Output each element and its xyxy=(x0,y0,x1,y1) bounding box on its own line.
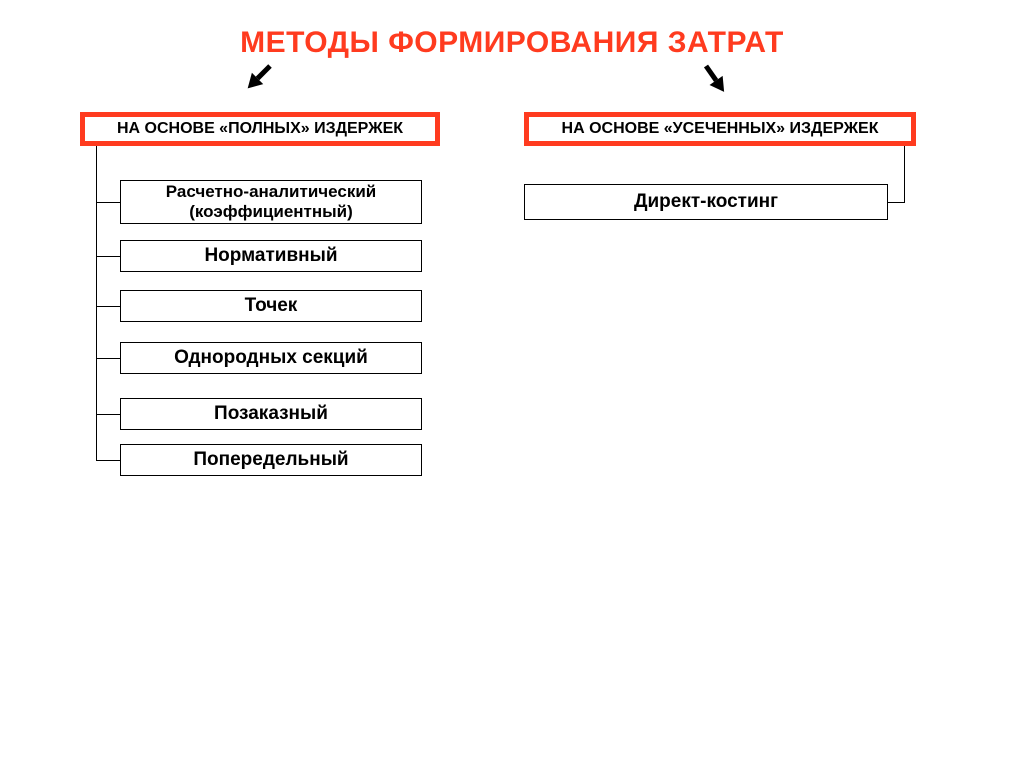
child-label: Нормативный xyxy=(204,245,337,267)
tree-connector xyxy=(96,414,120,415)
child-label: Попередельный xyxy=(193,449,348,471)
left-child-box: Однородных секций xyxy=(120,342,422,374)
title-text: МЕТОДЫ ФОРМИРОВАНИЯ ЗАТРАТ xyxy=(240,26,784,59)
arrow-down-icon xyxy=(682,62,730,110)
left-child-box: Расчетно-аналитический (коэффициентный) xyxy=(120,180,422,224)
tree-connector xyxy=(96,146,97,461)
child-label: Директ-костинг xyxy=(634,191,778,213)
right-header-label: НА ОСНОВЕ «УСЕЧЕННЫХ» ИЗДЕРЖЕК xyxy=(562,120,879,138)
tree-connector xyxy=(96,306,120,307)
tree-connector xyxy=(96,358,120,359)
left-child-box: Точек xyxy=(120,290,422,322)
child-label: Точек xyxy=(245,295,298,317)
tree-connector xyxy=(904,146,905,203)
page-title: МЕТОДЫ ФОРМИРОВАНИЯ ЗАТРАТ xyxy=(0,26,1024,60)
child-label: Расчетно-аналитический (коэффициентный) xyxy=(127,182,415,222)
tree-connector xyxy=(888,202,904,203)
left-child-box: Позаказный xyxy=(120,398,422,430)
tree-connector xyxy=(96,460,120,461)
child-label: Однородных секций xyxy=(174,347,368,369)
arrow-down-icon xyxy=(246,62,294,110)
left-header-label: НА ОСНОВЕ «ПОЛНЫХ» ИЗДЕРЖЕК xyxy=(117,120,403,138)
left-child-box: Попередельный xyxy=(120,444,422,476)
left-header-box: НА ОСНОВЕ «ПОЛНЫХ» ИЗДЕРЖЕК xyxy=(80,112,440,146)
tree-connector xyxy=(96,256,120,257)
right-child-box: Директ-костинг xyxy=(524,184,888,220)
left-child-box: Нормативный xyxy=(120,240,422,272)
right-header-box: НА ОСНОВЕ «УСЕЧЕННЫХ» ИЗДЕРЖЕК xyxy=(524,112,916,146)
tree-connector xyxy=(96,202,120,203)
child-label: Позаказный xyxy=(214,403,328,425)
